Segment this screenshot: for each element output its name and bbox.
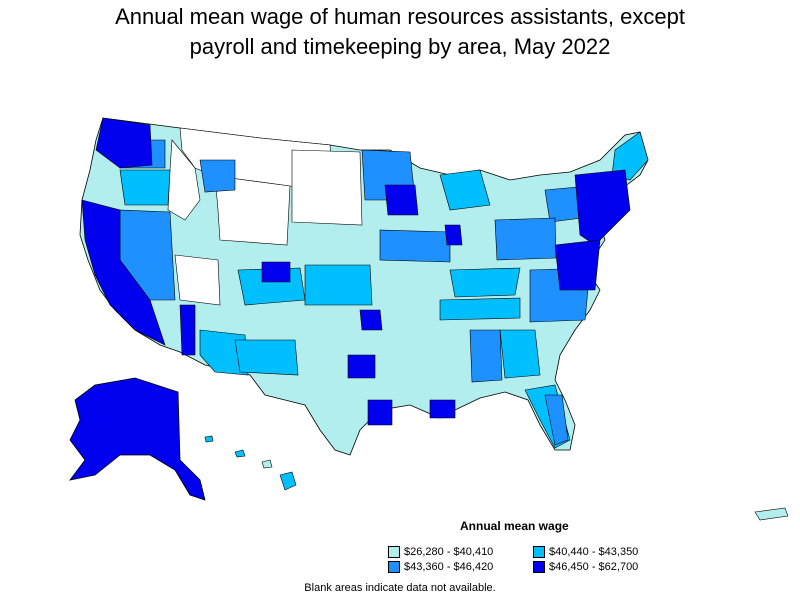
region-dakotas <box>291 149 363 226</box>
legend-swatch-4 <box>533 561 545 573</box>
hawaii-big-island <box>279 471 297 491</box>
region-baton-rouge <box>429 399 456 419</box>
region-denver <box>261 261 291 283</box>
region-houston <box>367 399 393 426</box>
region-tennessee <box>439 297 521 321</box>
region-florida-east <box>544 394 569 446</box>
alaska-shape <box>69 377 206 501</box>
region-california <box>81 199 166 346</box>
legend-title: Annual mean wage <box>460 519 569 533</box>
legend-label-4: $46,450 - $62,700 <box>549 561 639 573</box>
region-wyoming <box>214 175 291 246</box>
legend-item-3: $43,360 - $46,420 <box>388 560 493 574</box>
puerto-rico-shape <box>754 507 789 521</box>
region-idaho-west <box>199 159 236 193</box>
map-title: Annual mean wage of human resources assi… <box>0 2 800 62</box>
puerto-rico <box>754 507 789 521</box>
region-iowa-illinois <box>379 229 451 263</box>
legend-label-3: $43,360 - $46,420 <box>404 561 494 573</box>
region-washington-west <box>95 117 153 169</box>
region-kentucky <box>449 267 521 298</box>
title-line-1: Annual mean wage of human resources assi… <box>115 4 685 29</box>
region-alabama <box>469 329 503 383</box>
legend-swatch-2 <box>533 546 545 558</box>
region-ohio-penn <box>494 217 557 261</box>
hawaii-maui <box>261 459 273 469</box>
region-northeast <box>574 169 631 246</box>
region-kansas-city <box>359 309 383 331</box>
region-georgia <box>499 329 541 379</box>
legend-item-4: $46,450 - $62,700 <box>533 560 638 574</box>
band-4-regions <box>81 117 631 426</box>
band-2-regions <box>119 131 649 449</box>
hawaii-kauai <box>204 435 214 443</box>
region-dallas <box>347 354 376 379</box>
legend-swatch-1 <box>388 546 400 558</box>
hawaii-oahu <box>234 449 246 458</box>
title-line-2: payroll and timekeeping by area, May 202… <box>189 34 611 59</box>
region-oregon-east <box>119 169 171 206</box>
legend-swatch-3 <box>388 561 400 573</box>
data-note: Blank areas indicate data not available. <box>304 582 496 594</box>
legend-label-1: $26,280 - $40,410 <box>404 546 494 558</box>
region-great-lakes <box>439 169 491 211</box>
legend-label-2: $40,440 - $43,350 <box>549 546 639 558</box>
region-mid-atlantic <box>554 239 601 291</box>
no-data-regions <box>167 127 363 306</box>
region-kansas <box>304 264 373 306</box>
region-maine <box>611 131 649 181</box>
alaska <box>69 377 206 501</box>
region-minneapolis <box>384 184 419 216</box>
legend-item-2: $40,440 - $43,350 <box>533 545 638 559</box>
region-chicago <box>444 224 463 246</box>
region-texas-west <box>234 339 299 376</box>
region-nevada-south <box>179 304 196 356</box>
legend-item-1: $26,280 - $40,410 <box>388 545 493 559</box>
hawaii <box>204 435 297 491</box>
band-3-regions <box>119 139 606 446</box>
region-utah-nevada <box>174 254 221 306</box>
